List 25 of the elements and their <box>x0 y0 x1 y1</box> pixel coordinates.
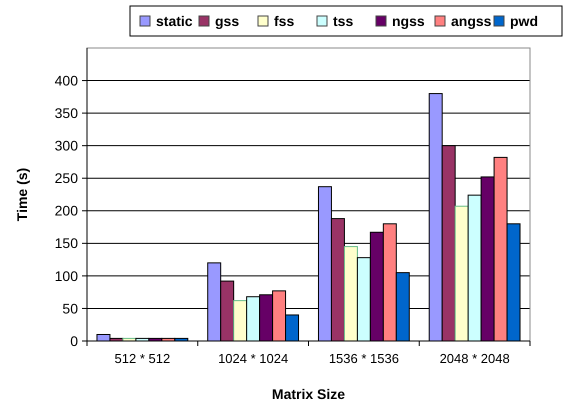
x-tick-label: 2048 * 2048 <box>440 351 510 366</box>
y-tick-label: 250 <box>54 170 78 186</box>
bar <box>454 206 469 342</box>
x-tick-label: 1536 * 1536 <box>328 351 399 366</box>
y-axis-title: Time (s) <box>14 168 30 222</box>
y-tick-label: 100 <box>54 268 78 284</box>
y-tick-label: 150 <box>54 235 78 252</box>
x-tick-label: 512 * 512 <box>114 351 170 366</box>
legend-label: pwd <box>510 12 538 29</box>
y-tick-label: 50 <box>62 300 78 316</box>
x-axis-title: Matrix Size <box>272 386 346 402</box>
y-tick-label: 300 <box>54 138 78 154</box>
legend-label: ngss <box>392 12 425 29</box>
y-tick-label: 400 <box>54 72 78 88</box>
bar <box>344 246 358 342</box>
y-tick-label: 350 <box>54 105 78 122</box>
legend-label: static <box>156 12 193 29</box>
legend-label: fss <box>274 12 294 29</box>
legend-label: gss <box>215 12 240 29</box>
legend-label: angss <box>451 12 492 29</box>
x-tick-label: 1024 * 1024 <box>218 351 288 366</box>
y-tick-label: 0 <box>70 332 78 349</box>
bar <box>233 300 248 342</box>
y-tick-label: 200 <box>54 202 78 219</box>
legend-label: tss <box>333 12 354 29</box>
